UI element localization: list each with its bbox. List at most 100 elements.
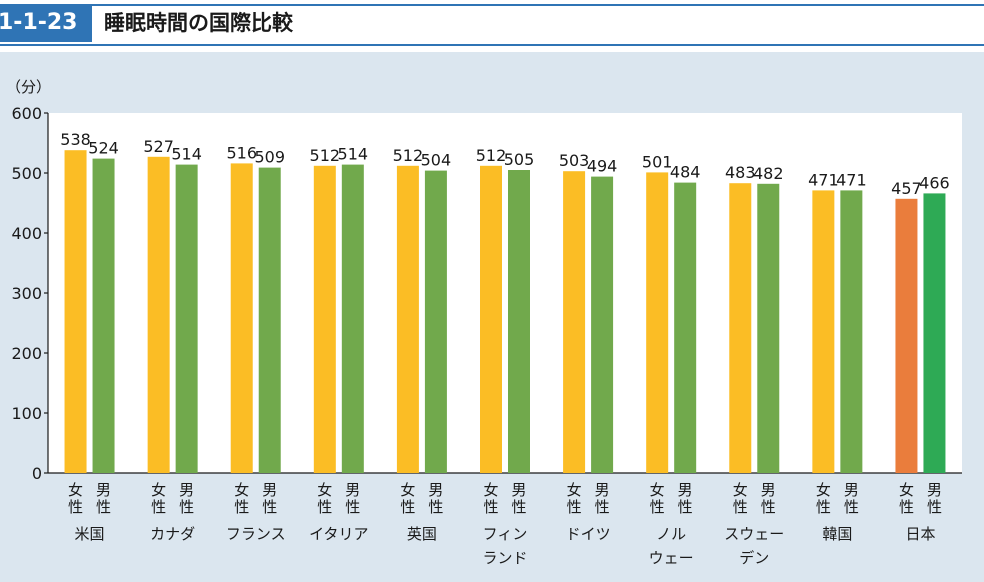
country-label: スウェー (724, 525, 784, 543)
sex-label-female: 性 (483, 498, 498, 516)
sex-label-female: 女 (567, 481, 582, 499)
y-tick-label: 0 (32, 464, 42, 483)
sex-label-male: 男 (761, 481, 776, 499)
sex-label-female: 女 (400, 481, 415, 499)
sex-label-female: 女 (234, 481, 249, 499)
bar-male (341, 164, 364, 473)
sex-label-female: 女 (483, 481, 498, 499)
y-tick-label: 100 (11, 404, 42, 423)
sex-label-female: 女 (650, 481, 665, 499)
data-label-male: 524 (88, 139, 119, 158)
data-label-male: 466 (919, 173, 950, 192)
sex-label-male: 性 (595, 498, 610, 516)
bar-female (812, 190, 835, 473)
sex-label-female: 性 (567, 498, 582, 516)
sex-label-male: 性 (179, 498, 194, 516)
bar-female (396, 165, 419, 474)
y-tick-label: 400 (11, 224, 42, 243)
y-tick-label: 500 (11, 164, 42, 183)
data-label-male: 505 (504, 150, 535, 169)
data-label-female: 527 (143, 137, 174, 156)
country-label: 日本 (905, 525, 935, 543)
bar-male (591, 176, 614, 473)
bar-female (480, 165, 502, 474)
data-label-male: 471 (836, 170, 867, 189)
sex-label-female: 性 (68, 498, 83, 516)
sex-label-female: 性 (650, 498, 665, 516)
data-label-male: 514 (171, 145, 202, 164)
bar-female (646, 172, 669, 473)
plot-area (48, 113, 962, 473)
country-label: フィン (483, 525, 528, 543)
data-label-female: 483 (725, 163, 756, 182)
bar-male (508, 170, 530, 473)
figure-header: 1-1-23 睡眠時間の国際比較 (0, 0, 984, 46)
data-label-female: 512 (310, 146, 341, 165)
bar-male (424, 170, 447, 473)
sex-label-female: 性 (234, 498, 249, 516)
data-label-female: 471 (808, 170, 839, 189)
data-label-female: 538 (60, 130, 91, 149)
header-bottom-rule (0, 44, 984, 46)
bar-female (64, 150, 87, 473)
sex-label-female: 性 (816, 498, 831, 516)
bar-male (757, 183, 780, 474)
country-label: 英国 (407, 525, 437, 543)
y-tick-label: 600 (11, 104, 42, 123)
bar-female (313, 165, 336, 474)
sex-label-male: 性 (262, 498, 277, 516)
country-label: 米国 (75, 525, 105, 543)
bar-male (258, 167, 281, 473)
bar-male (92, 158, 115, 473)
figure-number: 1-1-23 (0, 4, 92, 42)
data-label-female: 503 (559, 151, 590, 170)
sex-label-female: 性 (899, 498, 914, 516)
y-tick-label: 200 (11, 344, 42, 363)
sex-label-male: 性 (96, 498, 111, 516)
bar-female (895, 198, 918, 474)
country-label: ウェー (649, 549, 694, 567)
bar-male (840, 190, 863, 473)
data-label-male: 504 (421, 151, 452, 170)
sex-label-male: 男 (96, 481, 111, 499)
data-label-male: 509 (254, 148, 285, 167)
sex-label-male: 性 (511, 498, 526, 516)
sex-label-male: 性 (678, 498, 693, 516)
data-label-female: 457 (891, 179, 922, 198)
sex-label-female: 女 (68, 481, 83, 499)
sex-label-male: 性 (844, 498, 859, 516)
sex-label-female: 性 (400, 498, 415, 516)
data-label-male: 484 (670, 163, 701, 182)
country-label: カナダ (150, 525, 195, 543)
sex-label-male: 男 (179, 481, 194, 499)
bar-female (147, 156, 170, 474)
country-label: ドイツ (566, 525, 611, 543)
sex-label-male: 男 (678, 481, 693, 499)
country-label: 韓国 (822, 525, 852, 543)
data-label-female: 516 (226, 143, 257, 162)
sex-label-female: 女 (151, 481, 166, 499)
bar-male (674, 182, 697, 473)
country-label: ランド (482, 549, 527, 567)
sex-label-male: 性 (927, 498, 942, 516)
bar-male (175, 164, 198, 473)
sex-label-male: 男 (262, 481, 277, 499)
bar-female (230, 163, 253, 473)
sex-label-male: 性 (761, 498, 776, 516)
data-label-female: 512 (393, 146, 424, 165)
sex-label-female: 性 (151, 498, 166, 516)
sex-label-male: 男 (345, 481, 360, 499)
sex-label-female: 性 (317, 498, 332, 516)
figure-title: 睡眠時間の国際比較 (104, 11, 293, 35)
sex-label-male: 男 (511, 481, 526, 499)
data-label-male: 482 (753, 164, 784, 183)
country-label: ノル (656, 525, 686, 543)
country-label: デン (739, 549, 769, 567)
sex-label-male: 性 (428, 498, 443, 516)
sex-label-male: 男 (844, 481, 859, 499)
sex-label-male: 男 (428, 481, 443, 499)
bar-female (563, 171, 586, 473)
y-tick-label: 300 (11, 284, 42, 303)
sex-label-female: 性 (733, 498, 748, 516)
